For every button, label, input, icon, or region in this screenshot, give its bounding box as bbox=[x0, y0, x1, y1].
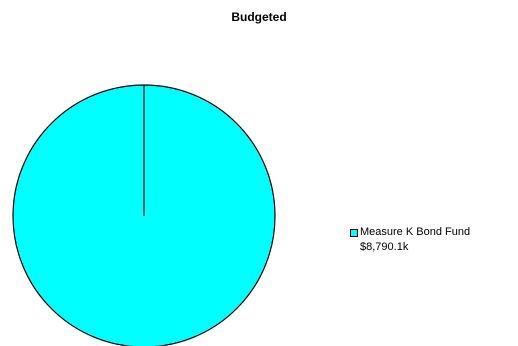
legend-entry: Measure K Bond Fund bbox=[350, 225, 470, 240]
chart-title: Budgeted bbox=[231, 10, 287, 24]
legend-swatch bbox=[350, 228, 358, 237]
legend-value: $8,790.1k bbox=[360, 241, 409, 253]
legend-label: Measure K Bond Fund bbox=[360, 226, 471, 238]
legend: Measure K Bond Fund $8,790.1k bbox=[350, 225, 470, 255]
